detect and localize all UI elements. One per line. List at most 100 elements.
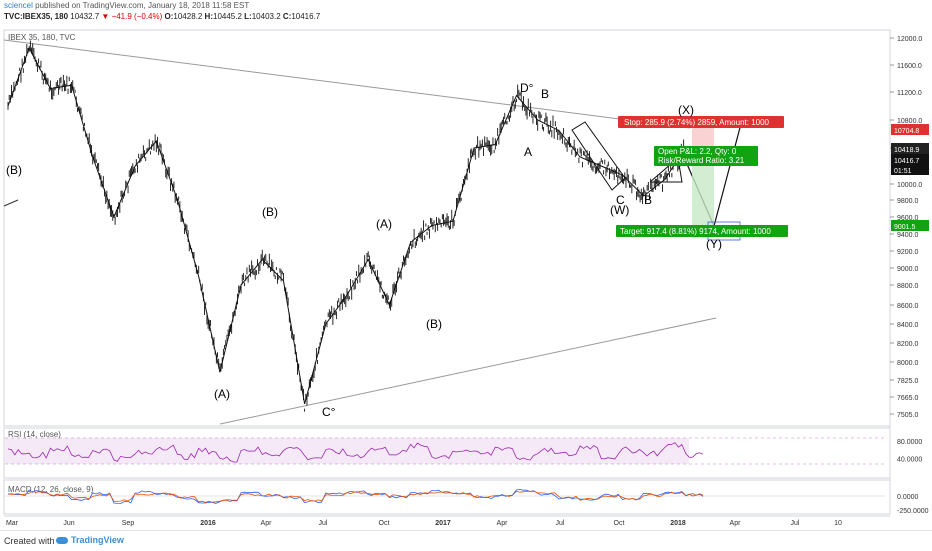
macd-tick-label: -250.0000 <box>897 508 929 515</box>
rsi-band <box>5 438 689 464</box>
x-tick-label: Mar <box>6 520 19 527</box>
upper-trendline[interactable] <box>3 39 691 129</box>
macd-y-axis[interactable]: 0.0000 -250.0000 <box>897 494 929 515</box>
x-tick-label: Jul <box>556 520 565 527</box>
y-tick-label: 9800.0 <box>897 198 919 205</box>
brand-label: TradingView <box>71 535 124 545</box>
pnl-label: Open P&L: 2.2, Qty: 0 <box>658 147 737 156</box>
high-value: 10445.2 <box>213 12 242 21</box>
y-tick-label: 11600.0 <box>897 63 922 70</box>
price-change: ▼ −41.9 (−0.4%) <box>101 12 163 21</box>
x-tick-label: Apr <box>261 520 273 527</box>
target-zone[interactable] <box>692 148 714 238</box>
wave-label: (A) <box>376 217 392 231</box>
close-value: 10416.7 <box>291 12 321 21</box>
high-label: H: <box>204 12 213 21</box>
x-tick-label: Oct <box>614 520 625 527</box>
close-label: C: <box>282 12 292 21</box>
price-tag-bg <box>891 143 929 154</box>
y-tick-label: 11200.0 <box>897 90 922 97</box>
x-tick-label: Jun <box>63 520 74 527</box>
stop-label-bg <box>618 116 784 128</box>
pnl-label-bg <box>654 146 758 166</box>
x-tick-label: Apr <box>730 520 742 527</box>
y-tick-label: 9400.0 <box>897 232 919 239</box>
price-series-line <box>7 46 687 405</box>
y-tick-label: 7505.0 <box>897 412 919 419</box>
price-tag-bg <box>891 124 929 135</box>
lower-trendline[interactable] <box>219 317 717 425</box>
y-tick-label: 9000.0 <box>897 266 919 273</box>
left-stub-line <box>3 199 19 207</box>
y-tick-label: 8000.0 <box>897 360 919 367</box>
x-tick-label: 10 <box>834 520 842 527</box>
price-tag-bg <box>891 164 929 175</box>
wave-label: (X) <box>678 103 694 117</box>
time-x-axis[interactable]: Mar Jun Sep 2016 Apr Jul Oct 2017 Apr Jul Oct 2018 A… <box>4 515 890 527</box>
macd-tick-label: 0.0000 <box>897 494 919 501</box>
rsi-tick-label: 80.0000 <box>897 439 922 446</box>
stop-label: Stop: 285.9 (2.74%) 2859, Amount: 1000 <box>624 118 770 127</box>
rsi-y-axis[interactable]: 80.0000 40.0000 <box>897 439 922 464</box>
y-tick-label: 9200.0 <box>897 249 919 256</box>
wave-label: A <box>524 145 532 159</box>
price-tag: 10416.7 <box>894 158 919 165</box>
y-tick-label: 7825.0 <box>897 378 919 385</box>
y-tick-label: 8600.0 <box>897 303 919 310</box>
low-value: 10403.2 <box>251 12 281 21</box>
y-tick-label: 8400.0 <box>897 322 919 329</box>
price-tag: 9001.5 <box>894 224 916 231</box>
price-bars-group <box>7 40 686 412</box>
y-tick-label: 10800.0 <box>897 118 922 125</box>
wave-label: B <box>644 193 652 207</box>
footer-bar: Created with TradingView <box>0 530 932 551</box>
y-tick-label: 12000.0 <box>897 36 922 43</box>
open-value: 10428.2 <box>173 12 203 21</box>
y-tick-label: 8800.0 <box>897 283 919 290</box>
x-tick-label: Jul <box>319 520 328 527</box>
price-tag: 10704.8 <box>894 128 919 135</box>
x-tick-label: Apr <box>497 520 509 527</box>
wave-label: (B) <box>262 205 278 219</box>
created-with-text: Created with <box>4 536 55 546</box>
triangle-pattern[interactable] <box>649 157 683 183</box>
y-tick-label: 10000.0 <box>897 182 922 189</box>
channel-pattern[interactable] <box>571 121 626 191</box>
x-tick-label: Sep <box>122 520 135 527</box>
rsi-tick-label: 40.0000 <box>897 456 922 463</box>
chart-canvas[interactable]: IBEX 35, 180, TVC RSI (14, close) MACD (… <box>0 0 932 530</box>
x-tick-label: 2016 <box>200 520 216 527</box>
wave-label: (W) <box>610 203 629 217</box>
signal-series-line <box>7 490 704 503</box>
x-tick-label: 2017 <box>435 520 451 527</box>
last-price: 10432.7 <box>70 12 100 21</box>
wave-label: C° <box>322 405 336 419</box>
symbol-label: TVC:IBEX35, 180 <box>4 12 69 21</box>
y-tick-label: 7665.0 <box>897 395 919 402</box>
macd-legend: MACD (12, 26, close, 9) <box>8 485 94 494</box>
x-tick-label: Oct <box>379 520 390 527</box>
price-legend: IBEX 35, 180, TVC <box>8 33 76 42</box>
publish-line: sciencel published on TradingView.com, J… <box>4 1 249 10</box>
y-tick-label: 9600.0 <box>897 215 919 222</box>
author-link[interactable]: sciencel <box>4 1 33 10</box>
open-label: O: <box>164 12 174 21</box>
low-label: L: <box>244 12 252 21</box>
publish-text: published on TradingView.com, January 18… <box>35 1 250 10</box>
price-tag: 01:51 <box>894 168 912 175</box>
price-tag-bg <box>891 220 929 231</box>
risk-reward-label: Risk/Reward Ratio: 3.21 <box>658 156 745 165</box>
tradingview-logo[interactable]: TradingView <box>56 535 124 545</box>
price-y-axis[interactable]: 12000.011600.011200.010800.010400.010000… <box>890 36 922 419</box>
cloud-icon <box>56 537 68 545</box>
wave-label: (A) <box>214 387 230 401</box>
rsi-legend: RSI (14, close) <box>8 430 61 439</box>
wave-label: (Y) <box>706 237 722 251</box>
macd-panel-frame <box>3 479 891 515</box>
price-tags-group: 10704.8 10418.9 10416.7 01:51 9001.5 <box>891 124 929 231</box>
x-tick-label: Jul <box>791 520 800 527</box>
wave-label: B <box>541 87 549 101</box>
x-tick-label: 2018 <box>670 520 686 527</box>
y-tick-label: 8200.0 <box>897 341 919 348</box>
wave-label: (B) <box>6 163 22 177</box>
